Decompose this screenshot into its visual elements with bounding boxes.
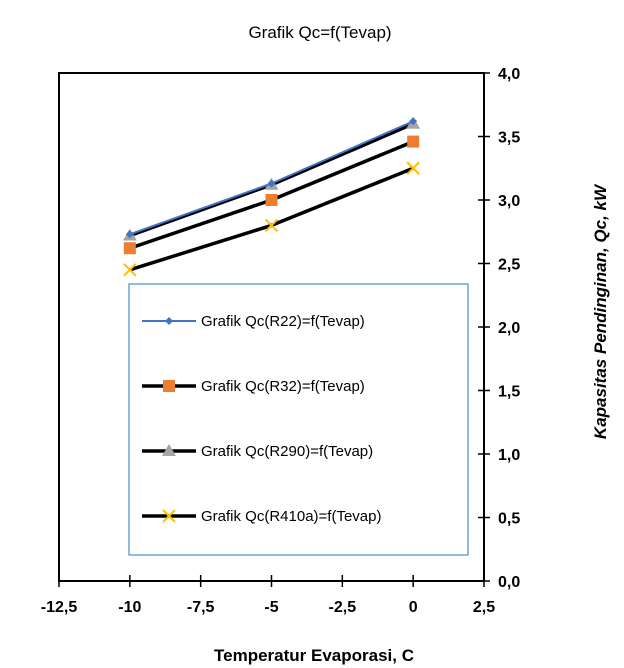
y-tick-label: 4,0 bbox=[498, 66, 520, 83]
y-tick-label: 2,5 bbox=[498, 257, 520, 274]
data-point bbox=[124, 242, 136, 254]
y-axis-label: Kapasitas Pendinginan, Qc, kW bbox=[591, 183, 610, 439]
data-point bbox=[407, 136, 419, 148]
x-axis-label: Temperatur Evaporasi, C bbox=[214, 646, 414, 665]
legend-label: Grafik Qc(R290)=f(Tevap) bbox=[201, 443, 373, 460]
legend: Grafik Qc(R22)=f(Tevap) Grafik Qc(R32)=f(… bbox=[129, 284, 468, 555]
y-tick-label: 3,5 bbox=[498, 130, 520, 147]
x-tick-label: -7,5 bbox=[187, 599, 215, 616]
legend-label: Grafik Qc(R22)=f(Tevap) bbox=[201, 313, 365, 330]
legend-marker bbox=[163, 380, 175, 392]
legend-label: Grafik Qc(R410a)=f(Tevap) bbox=[201, 508, 381, 525]
y-tick-label: 3,0 bbox=[498, 193, 520, 210]
y-tick-label: 1,5 bbox=[498, 384, 520, 401]
x-tick-label: 0 bbox=[409, 599, 418, 616]
x-tick-label: -10 bbox=[118, 599, 141, 616]
y-tick-label: 0,5 bbox=[498, 511, 520, 528]
y-tick-label: 1,0 bbox=[498, 447, 520, 464]
x-tick-label: -2,5 bbox=[329, 599, 357, 616]
y-tick-label: 0,0 bbox=[498, 574, 520, 591]
y-tick-label: 2,0 bbox=[498, 320, 520, 337]
legend-label: Grafik Qc(R32)=f(Tevap) bbox=[201, 378, 365, 395]
x-tick-label: -12,5 bbox=[41, 599, 78, 616]
x-tick-label: 2,5 bbox=[473, 599, 495, 616]
x-tick-label: -5 bbox=[264, 599, 278, 616]
chart-title: Grafik Qc=f(Tevap) bbox=[248, 23, 391, 42]
data-point bbox=[266, 194, 278, 206]
